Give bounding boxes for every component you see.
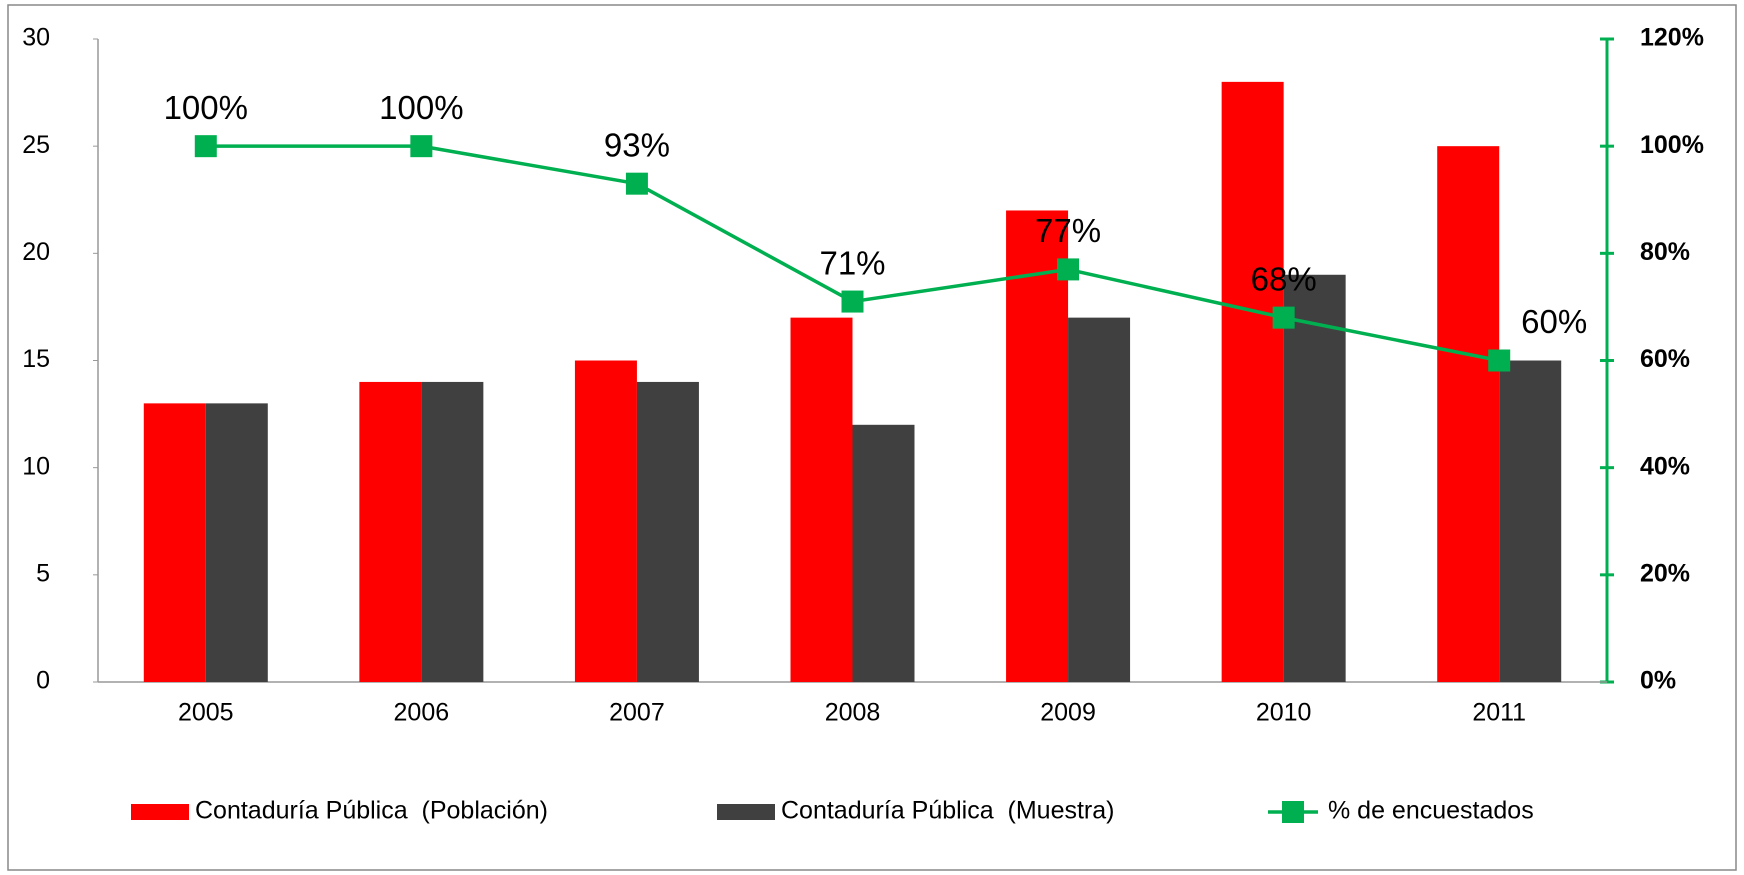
y-tick-label: 30 bbox=[22, 24, 50, 52]
bar bbox=[636, 381, 699, 682]
y2-tick-label: 0% bbox=[1640, 667, 1676, 695]
marker bbox=[410, 135, 433, 158]
data-label: 100% bbox=[164, 89, 248, 126]
bar bbox=[143, 403, 206, 682]
x-tick-label: 2005 bbox=[178, 699, 234, 727]
y-tick-label: 5 bbox=[36, 559, 50, 587]
marker bbox=[1488, 349, 1511, 372]
x-tick-label: 2009 bbox=[1040, 699, 1096, 727]
y-tick-label: 25 bbox=[22, 131, 50, 159]
data-label: 60% bbox=[1521, 303, 1587, 340]
x-tick-label: 2008 bbox=[825, 699, 881, 727]
marker bbox=[841, 290, 864, 313]
x-tick-label: 2006 bbox=[394, 699, 450, 727]
y-tick-label: 15 bbox=[22, 345, 50, 373]
legend-swatch bbox=[717, 804, 775, 820]
bar bbox=[421, 381, 484, 682]
marker bbox=[194, 135, 217, 158]
y2-tick-label: 20% bbox=[1640, 559, 1690, 587]
data-label: 71% bbox=[819, 244, 885, 281]
bar bbox=[205, 403, 268, 682]
bar bbox=[1221, 81, 1284, 682]
bar bbox=[1499, 360, 1562, 682]
data-label: 68% bbox=[1251, 260, 1317, 297]
y2-tick-label: 100% bbox=[1640, 131, 1704, 159]
bar bbox=[359, 381, 422, 682]
bar bbox=[1437, 146, 1500, 682]
y-tick-label: 10 bbox=[22, 452, 50, 480]
y-tick-label: 0 bbox=[36, 667, 50, 695]
data-label: 93% bbox=[604, 126, 670, 163]
y2-tick-label: 60% bbox=[1640, 345, 1690, 373]
legend-marker bbox=[1282, 801, 1304, 823]
bar bbox=[1068, 317, 1131, 682]
y2-tick-label: 80% bbox=[1640, 238, 1690, 266]
bar bbox=[852, 424, 915, 682]
data-label: 77% bbox=[1035, 212, 1101, 249]
bar bbox=[1283, 274, 1346, 682]
marker bbox=[1272, 306, 1295, 329]
y2-tick-label: 40% bbox=[1640, 452, 1690, 480]
legend-swatch bbox=[131, 804, 189, 820]
bar bbox=[1006, 210, 1069, 682]
x-tick-label: 2007 bbox=[609, 699, 665, 727]
data-label: 100% bbox=[379, 89, 463, 126]
legend-label: Contaduría Pública (Muestra) bbox=[781, 797, 1114, 825]
marker bbox=[625, 172, 648, 195]
legend-label: % de encuestados bbox=[1328, 797, 1534, 825]
x-tick-label: 2010 bbox=[1256, 699, 1312, 727]
x-tick-label: 2011 bbox=[1472, 699, 1526, 727]
marker bbox=[1057, 258, 1080, 281]
y-tick-label: 20 bbox=[22, 238, 50, 266]
legend-label: Contaduría Pública (Población) bbox=[195, 797, 548, 825]
bar bbox=[574, 360, 637, 682]
y2-tick-label: 120% bbox=[1640, 24, 1704, 52]
bar bbox=[790, 317, 853, 682]
